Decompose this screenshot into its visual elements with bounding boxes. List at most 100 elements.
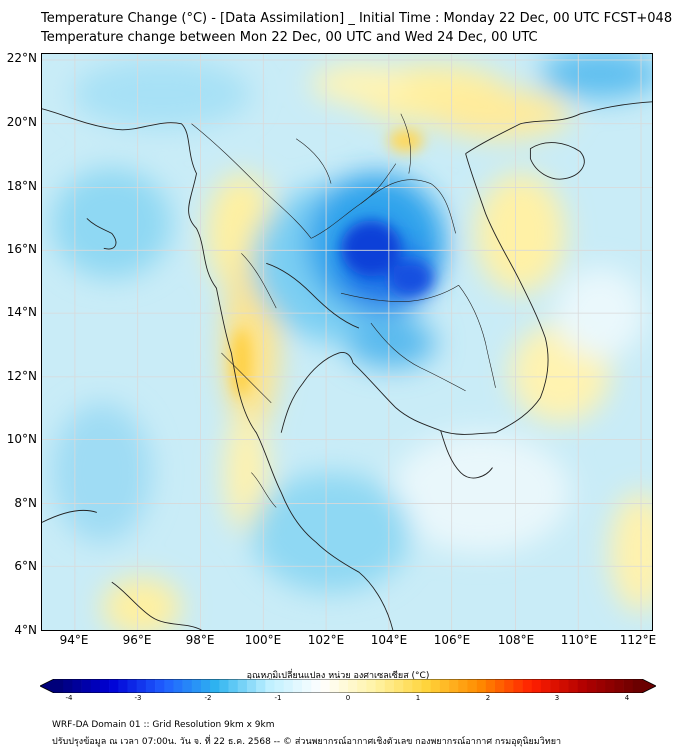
lon-label-100e: 100°E (244, 633, 282, 647)
colorbar-cell (632, 679, 643, 693)
colorbar-cell (504, 679, 514, 693)
colorbar (40, 679, 656, 693)
colorbar-cell (219, 679, 229, 693)
colorbar-cell (237, 679, 248, 693)
colorbar-cell (155, 679, 165, 693)
colorbar-cell (430, 679, 441, 693)
colorbar-cell (274, 679, 284, 693)
colorbar-cell (348, 679, 358, 693)
colorbar-tick: -1 (274, 694, 282, 702)
colorbar-cell (403, 679, 413, 693)
colorbar-cell (357, 679, 367, 693)
colorbar-cell (246, 679, 257, 693)
colorbar-cell (109, 679, 119, 693)
colorbar-cell (256, 679, 266, 693)
colorbar-cell (393, 679, 404, 693)
lon-label-110e: 110°E (560, 633, 598, 647)
lon-label-102e: 102°E (307, 633, 345, 647)
lat-label-18n: 18°N (6, 179, 37, 193)
colorbar-label: อุณหภูมิเปลี่ยนแปลง หน่วย องศาเซลเซียส (… (246, 671, 430, 681)
boundaries (191, 113, 496, 508)
colorbar-cell (550, 679, 560, 693)
colorbar-cell (292, 679, 303, 693)
colorbar-cell (614, 679, 624, 693)
colorbar-tick: 3 (554, 694, 560, 702)
colorbar-cell (210, 679, 220, 693)
colorbar-cell (513, 679, 523, 693)
colorbar-cell (375, 679, 386, 693)
colorbar-cell (467, 679, 477, 693)
colorbar-tick: -3 (134, 694, 142, 702)
colorbar-cell (283, 679, 294, 693)
colorbar-cell (182, 679, 193, 693)
colorbar-cell (458, 679, 468, 693)
colorbar-tick: 4 (624, 694, 630, 702)
lat-label-22n: 22°N (6, 51, 37, 65)
lat-label-4n: 4°N (14, 623, 37, 637)
colorbar-cell (191, 679, 202, 693)
colorbar-cell (384, 679, 395, 693)
colorbar-tick: 2 (485, 694, 491, 702)
colorbar-cell (531, 679, 542, 693)
lon-label-106e: 106°E (433, 633, 471, 647)
map-canvas (42, 54, 652, 630)
colorbar-tick: 0 (345, 694, 351, 702)
graticule (42, 54, 652, 630)
colorbar-cell (164, 679, 174, 693)
colorbar-cell (586, 679, 597, 693)
lat-label-12n: 12°N (6, 369, 37, 383)
colorbar-cell (577, 679, 588, 693)
colorbar-cell (265, 679, 275, 693)
lon-label-96e: 96°E (122, 633, 152, 647)
colorbar-cell (559, 679, 569, 693)
colorbar-cell (228, 679, 239, 693)
colorbar-cell (439, 679, 450, 693)
colorbar-cell (99, 679, 110, 693)
colorbar-cell (366, 679, 376, 693)
colorbar-tick: -4 (65, 694, 73, 702)
lat-label-6n: 6°N (14, 559, 37, 573)
colorbar-cell (338, 679, 349, 693)
colorbar-cell (63, 679, 73, 693)
colorbar-cell (302, 679, 312, 693)
footer-update-credit: ปรับปรุงข้อมูล ณ เวลา 07:00น. วัน จ. ที่… (52, 737, 562, 747)
colorbar-cell (540, 679, 551, 693)
colorbar-cell (81, 679, 92, 693)
lat-label-14n: 14°N (6, 305, 37, 319)
colorbar-tick: -2 (204, 694, 212, 702)
chart-subtitle: Temperature change between Mon 22 Dec, 0… (41, 30, 538, 45)
colorbar-cell (127, 679, 137, 693)
lat-label-10n: 10°N (6, 432, 37, 446)
colorbar-cell (311, 679, 321, 693)
colorbar-min-extend (40, 679, 54, 693)
colorbar-cell (329, 679, 340, 693)
lon-label-108e: 108°E (497, 633, 535, 647)
colorbar-cell (485, 679, 496, 693)
colorbar-cell (596, 679, 606, 693)
colorbar-cell (201, 679, 211, 693)
colorbar-cell (145, 679, 156, 693)
lon-label-104e: 104°E (370, 633, 408, 647)
lon-label-98e: 98°E (185, 633, 215, 647)
temperature-change-map[interactable] (41, 53, 653, 631)
lon-label-112e: 112°E (619, 633, 657, 647)
lat-label-20n: 20°N (6, 115, 37, 129)
coastlines (42, 101, 652, 630)
colorbar-cell (476, 679, 487, 693)
colorbar-cell (54, 679, 64, 693)
colorbar-cell (173, 679, 183, 693)
colorbar-cell (412, 679, 422, 693)
colorbar-cell (522, 679, 533, 693)
colorbar-cell (320, 679, 330, 693)
colorbar-cell (495, 679, 505, 693)
colorbar-tick: 1 (415, 694, 421, 702)
lat-label-8n: 8°N (14, 496, 37, 510)
chart-title: Temperature Change (°C) - [Data Assimila… (41, 11, 673, 26)
colorbar-cell (449, 679, 459, 693)
colorbar-cell (72, 679, 82, 693)
colorbar-max-extend (642, 679, 656, 693)
colorbar-cell (136, 679, 147, 693)
colorbar-cell (568, 679, 578, 693)
lon-label-94e: 94°E (59, 633, 89, 647)
colorbar-cell (623, 679, 634, 693)
